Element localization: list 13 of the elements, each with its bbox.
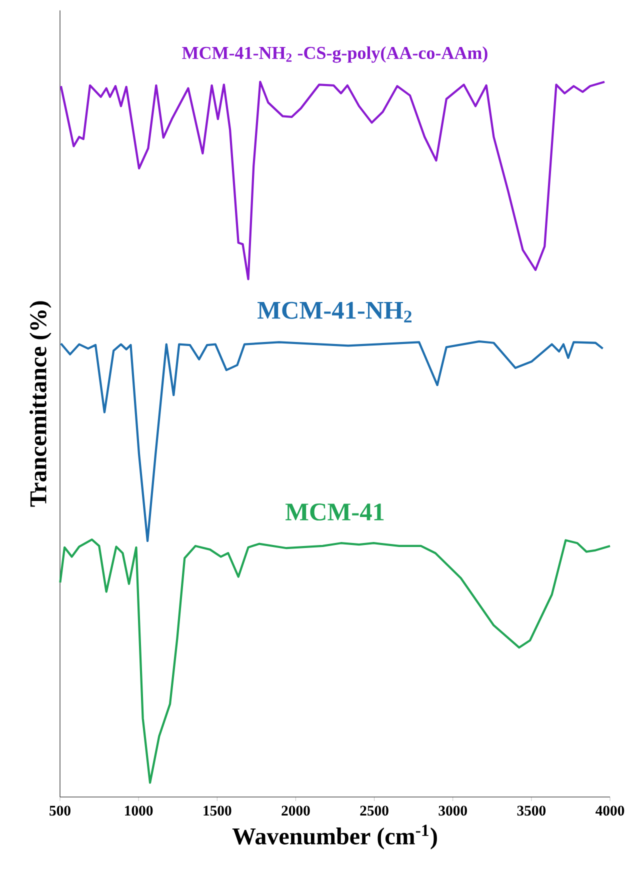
x-tick-label: 2000: [282, 806, 310, 816]
x-tick-label: 2500: [360, 806, 388, 816]
x-tick-label: 3000: [438, 806, 467, 816]
series-label: MCM-41: [285, 504, 384, 521]
y-axis-title: Trancemittance (%): [30, 301, 52, 507]
series-label: MCM-41-NH$_{2}$ -CS-g-poly(AA-co-AAm): [182, 46, 488, 63]
x-tick-label: 3500: [517, 806, 546, 816]
x-axis-title: Wavenumber (cm$^{-1}$): [232, 824, 437, 850]
x-tick-label: 4000: [596, 806, 624, 816]
x-tick-label: 500: [50, 806, 70, 816]
x-tick-label: 1500: [204, 806, 232, 816]
series-label: MCM-41-NH$_{2}$: [258, 302, 412, 322]
x-tick-label: 1000: [125, 806, 153, 816]
